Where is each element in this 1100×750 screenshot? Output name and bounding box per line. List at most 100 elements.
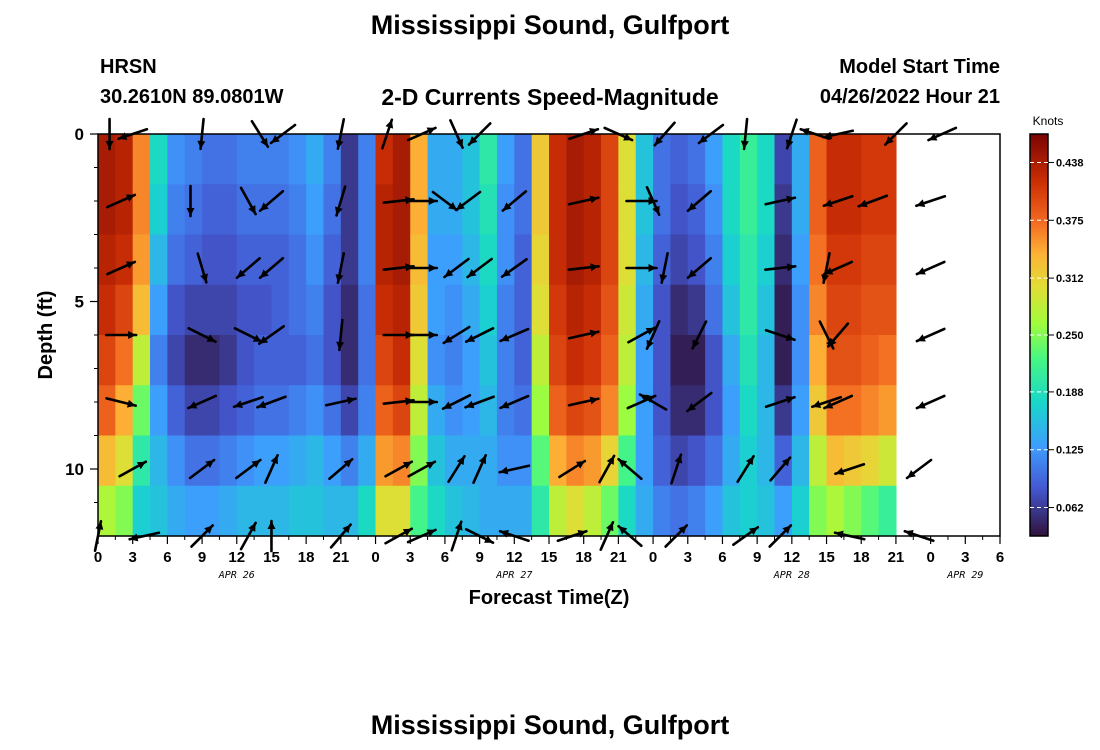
heatmap-cell [514,335,533,386]
heatmap-cell [514,284,533,336]
heatmap-cell [184,284,203,336]
current-arrow [558,459,587,479]
heatmap-cell [98,234,116,286]
heatmap-cell [115,485,134,537]
current-arrow [447,454,466,484]
heatmap-cell [427,284,446,336]
heatmap-cell [167,335,186,386]
heatmap-cell [583,485,602,537]
heatmap-cell [531,485,550,537]
current-arrow [736,454,755,484]
heatmap-cell [306,335,325,386]
heatmap-cell [809,284,828,336]
heatmap-cell [271,335,290,386]
heatmap-cell [705,284,724,336]
heatmap-cell [878,134,897,185]
heatmap-cell [722,134,741,185]
heatmap-cell [670,234,689,286]
heatmap-cell [687,234,706,286]
current-arrow [257,324,285,346]
heatmap-cell [444,284,463,336]
heatmap-cell [722,435,741,487]
axes: 0 3 6 9 12 15 18 21 0 3 6 9 12 15 18 21 0 3 6 9 12 15 18 21 0 3 6 A… [65,125,1004,581]
x-tick-label: 6 [718,549,726,566]
x-tick-label: 18 [853,549,870,566]
heatmap-cell [375,184,394,236]
current-arrow [328,457,354,481]
heatmap-cell [167,284,186,336]
current-arrow [187,394,218,410]
current-arrow [466,257,493,279]
heatmap-cell [340,385,359,437]
station-id: HRSN [100,56,157,78]
colorbar-tick-label: 0.375 [1056,215,1084,227]
heatmap-cell [514,435,533,487]
current-arrow [443,257,470,279]
x-tick-label: 3 [129,549,137,566]
heatmap-cell [410,284,429,336]
heatmap-cell [757,284,776,336]
heatmap-cell [861,485,880,537]
heatmap-cell [427,435,446,487]
heatmap-cell [531,184,550,236]
x-tick-label: 6 [996,549,1004,566]
current-arrow [405,264,439,272]
heatmap-cell [618,234,637,286]
x-tick-label: 21 [610,549,627,566]
heatmap-cell [583,134,602,185]
heatmap-cell [635,485,654,537]
heatmap-cell [653,485,672,537]
x-tick-label: 9 [475,549,483,566]
heatmap-cell [843,385,862,437]
heatmap-cell [392,435,411,487]
heatmap-cell [115,134,134,185]
heatmap-cell [288,435,307,487]
heatmap-cell [358,335,377,386]
heatmap-cell [705,134,724,185]
heatmap-cell [826,385,845,437]
heatmap-cell [635,435,654,487]
heatmap-cell [184,134,203,185]
heatmap-cell [150,134,168,185]
model-start-value: 04/26/2022 Hour 21 [819,86,1000,108]
heatmap-cell [115,234,134,286]
heatmap-cell [462,134,481,185]
heatmap-cell [479,435,498,487]
heatmap-cell [601,385,619,437]
heatmap-cell [98,485,116,537]
heatmap-cell [618,284,637,336]
heatmap-cell [236,184,255,236]
current-arrow [258,189,285,213]
heatmap-cell [757,134,776,185]
heatmap-cell [531,335,550,386]
heatmap-cell [323,435,342,487]
x-tick-label: 18 [575,549,592,566]
current-arrow [454,190,482,212]
current-arrow [235,458,262,480]
heatmap-cell [809,485,828,537]
current-arrow [645,319,661,351]
heatmap-cell [271,385,290,437]
heatmap-cell [809,134,828,185]
heatmap-cell [705,485,724,537]
current-arrow [500,257,528,279]
heatmap-cell [618,134,637,185]
x-axis-label: Forecast Time(Z) [469,587,630,609]
heatmap-cell [392,385,411,437]
heatmap-cell [826,435,845,487]
colorbar-tick-label: 0.125 [1056,445,1084,457]
current-arrow [857,194,889,208]
heatmap-cell [219,435,238,487]
heatmap-cell [340,234,359,286]
heatmap-cell [496,284,515,336]
date-label: APR 29 [946,570,983,581]
heatmap-cell [358,134,377,185]
current-arrow [659,251,669,285]
heatmap-cell [757,234,776,286]
current-arrow [405,398,439,406]
heatmap-cell [254,284,273,336]
heatmap-cell [549,385,567,437]
heatmap-cell [843,184,862,236]
heatmap-cell [150,234,168,286]
heatmap-cell [150,435,168,487]
